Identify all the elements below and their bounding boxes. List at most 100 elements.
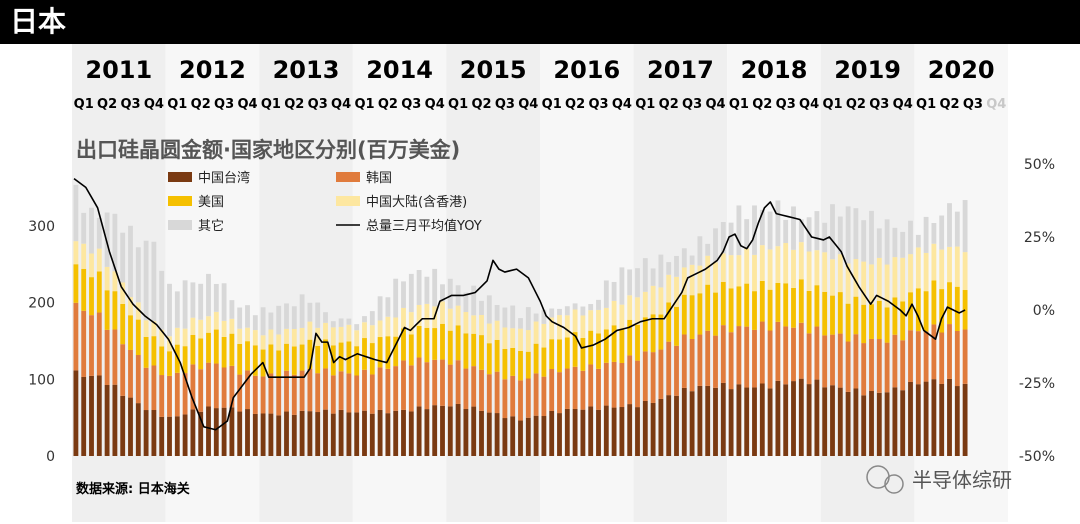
legend-item-usa: 美国 <box>168 195 224 210</box>
bar-segment-other <box>666 262 672 275</box>
bar-segment-usa <box>518 350 523 381</box>
bar-segment-other <box>908 220 913 255</box>
bar-month <box>752 205 757 456</box>
bar-month <box>806 217 812 456</box>
bar-segment-mainland <box>221 320 227 337</box>
bar-month <box>315 302 321 456</box>
watermark-text: 半导体综研 <box>912 468 1012 492</box>
header-bar: 日本 <box>0 0 1080 44</box>
quarter-label: Q3 <box>495 97 515 112</box>
bar-segment-other <box>494 305 500 321</box>
bar-segment-other <box>276 305 282 335</box>
bar-segment-other <box>814 211 820 251</box>
year-label: 2020 <box>928 56 995 84</box>
bar-segment-korea <box>135 355 141 404</box>
bar-segment-mainland <box>884 264 890 308</box>
bar-segment-korea <box>775 321 781 381</box>
bar-month <box>783 219 789 456</box>
bar-month <box>190 282 196 456</box>
bar-segment-taiwan <box>135 403 141 456</box>
bar-month <box>362 316 367 456</box>
bar-segment-usa <box>642 317 648 352</box>
bar-segment-mainland <box>260 335 266 350</box>
bar-month <box>447 278 453 456</box>
bar-segment-usa <box>892 297 898 335</box>
bar-segment-taiwan <box>260 413 266 456</box>
bar-segment-korea <box>408 365 414 412</box>
bar-segment-other <box>923 216 929 253</box>
bar-month <box>853 208 859 456</box>
bar-month <box>401 281 406 456</box>
bar-segment-mainland <box>642 291 648 318</box>
bar-segment-other <box>206 273 211 317</box>
bar-segment-korea <box>245 370 250 410</box>
bar-segment-usa <box>401 328 406 361</box>
bar-segment-other <box>479 300 484 316</box>
bar-segment-other <box>611 281 617 301</box>
bar-segment-taiwan <box>635 407 640 456</box>
bar-segment-other <box>876 228 882 258</box>
right-axis-tick: -25% <box>1019 376 1055 392</box>
bar-segment-usa <box>120 303 126 345</box>
right-axis-tick: 50% <box>1024 157 1055 173</box>
bar-segment-taiwan <box>845 391 851 456</box>
legend-label: 美国 <box>198 195 224 210</box>
bar-segment-korea <box>947 324 952 379</box>
bar-segment-taiwan <box>237 411 243 456</box>
bar-segment-korea <box>658 349 664 399</box>
bar-segment-usa <box>463 333 469 369</box>
bar-segment-taiwan <box>674 395 679 456</box>
bar-segment-korea <box>541 376 547 417</box>
bar-segment-mainland <box>759 245 765 281</box>
bar-segment-korea <box>479 369 484 411</box>
bar-segment-usa <box>471 333 477 367</box>
bar-segment-other <box>783 219 789 244</box>
bar-segment-mainland <box>837 254 843 293</box>
bar-segment-korea <box>549 369 555 411</box>
quarter-label: Q4 <box>518 97 538 112</box>
bar-segment-usa <box>915 288 921 332</box>
bar-segment-usa <box>954 286 960 331</box>
bar-segment-taiwan <box>713 387 718 456</box>
bar-month <box>518 318 523 456</box>
quarter-label: Q3 <box>401 97 421 112</box>
bar-month <box>221 283 227 456</box>
bar-segment-taiwan <box>221 407 227 456</box>
bar-segment-mainland <box>720 253 726 282</box>
bar-segment-korea <box>908 330 913 382</box>
bar-segment-taiwan <box>96 375 102 456</box>
bar-segment-korea <box>596 368 601 410</box>
bar-segment-mainland <box>143 320 149 337</box>
bar-segment-taiwan <box>174 416 180 456</box>
bar-segment-taiwan <box>323 409 328 456</box>
bar-segment-taiwan <box>658 398 664 456</box>
bar-segment-taiwan <box>814 379 820 456</box>
bar-segment-other <box>174 291 180 328</box>
quarter-label: Q2 <box>565 97 585 112</box>
quarter-label: Q2 <box>939 97 959 112</box>
bar-segment-mainland <box>962 252 968 291</box>
bar-segment-mainland <box>151 321 157 337</box>
bar-segment-usa <box>198 338 204 370</box>
bar-segment-taiwan <box>923 381 929 456</box>
left-axis-tick: 200 <box>28 296 55 312</box>
bar-segment-taiwan <box>736 384 742 456</box>
bar-segment-mainland <box>791 249 796 288</box>
quarter-label: Q3 <box>869 97 889 112</box>
bar-segment-mainland <box>440 301 445 324</box>
bar-segment-other <box>112 213 118 272</box>
bar-segment-taiwan <box>291 414 297 456</box>
quarter-label: Q1 <box>635 97 655 112</box>
bar-segment-other <box>486 295 492 324</box>
bar-month <box>479 300 484 456</box>
bar-segment-taiwan <box>393 410 399 456</box>
bar-segment-usa <box>884 307 890 343</box>
bar-segment-usa <box>408 334 414 366</box>
source-note: 数据来源: 日本海关 <box>76 481 190 497</box>
bar-segment-other <box>736 205 742 256</box>
bar-segment-mainland <box>775 246 781 283</box>
bar-segment-usa <box>674 306 679 346</box>
bar-segment-korea <box>642 351 648 401</box>
bar-segment-korea <box>845 341 851 392</box>
